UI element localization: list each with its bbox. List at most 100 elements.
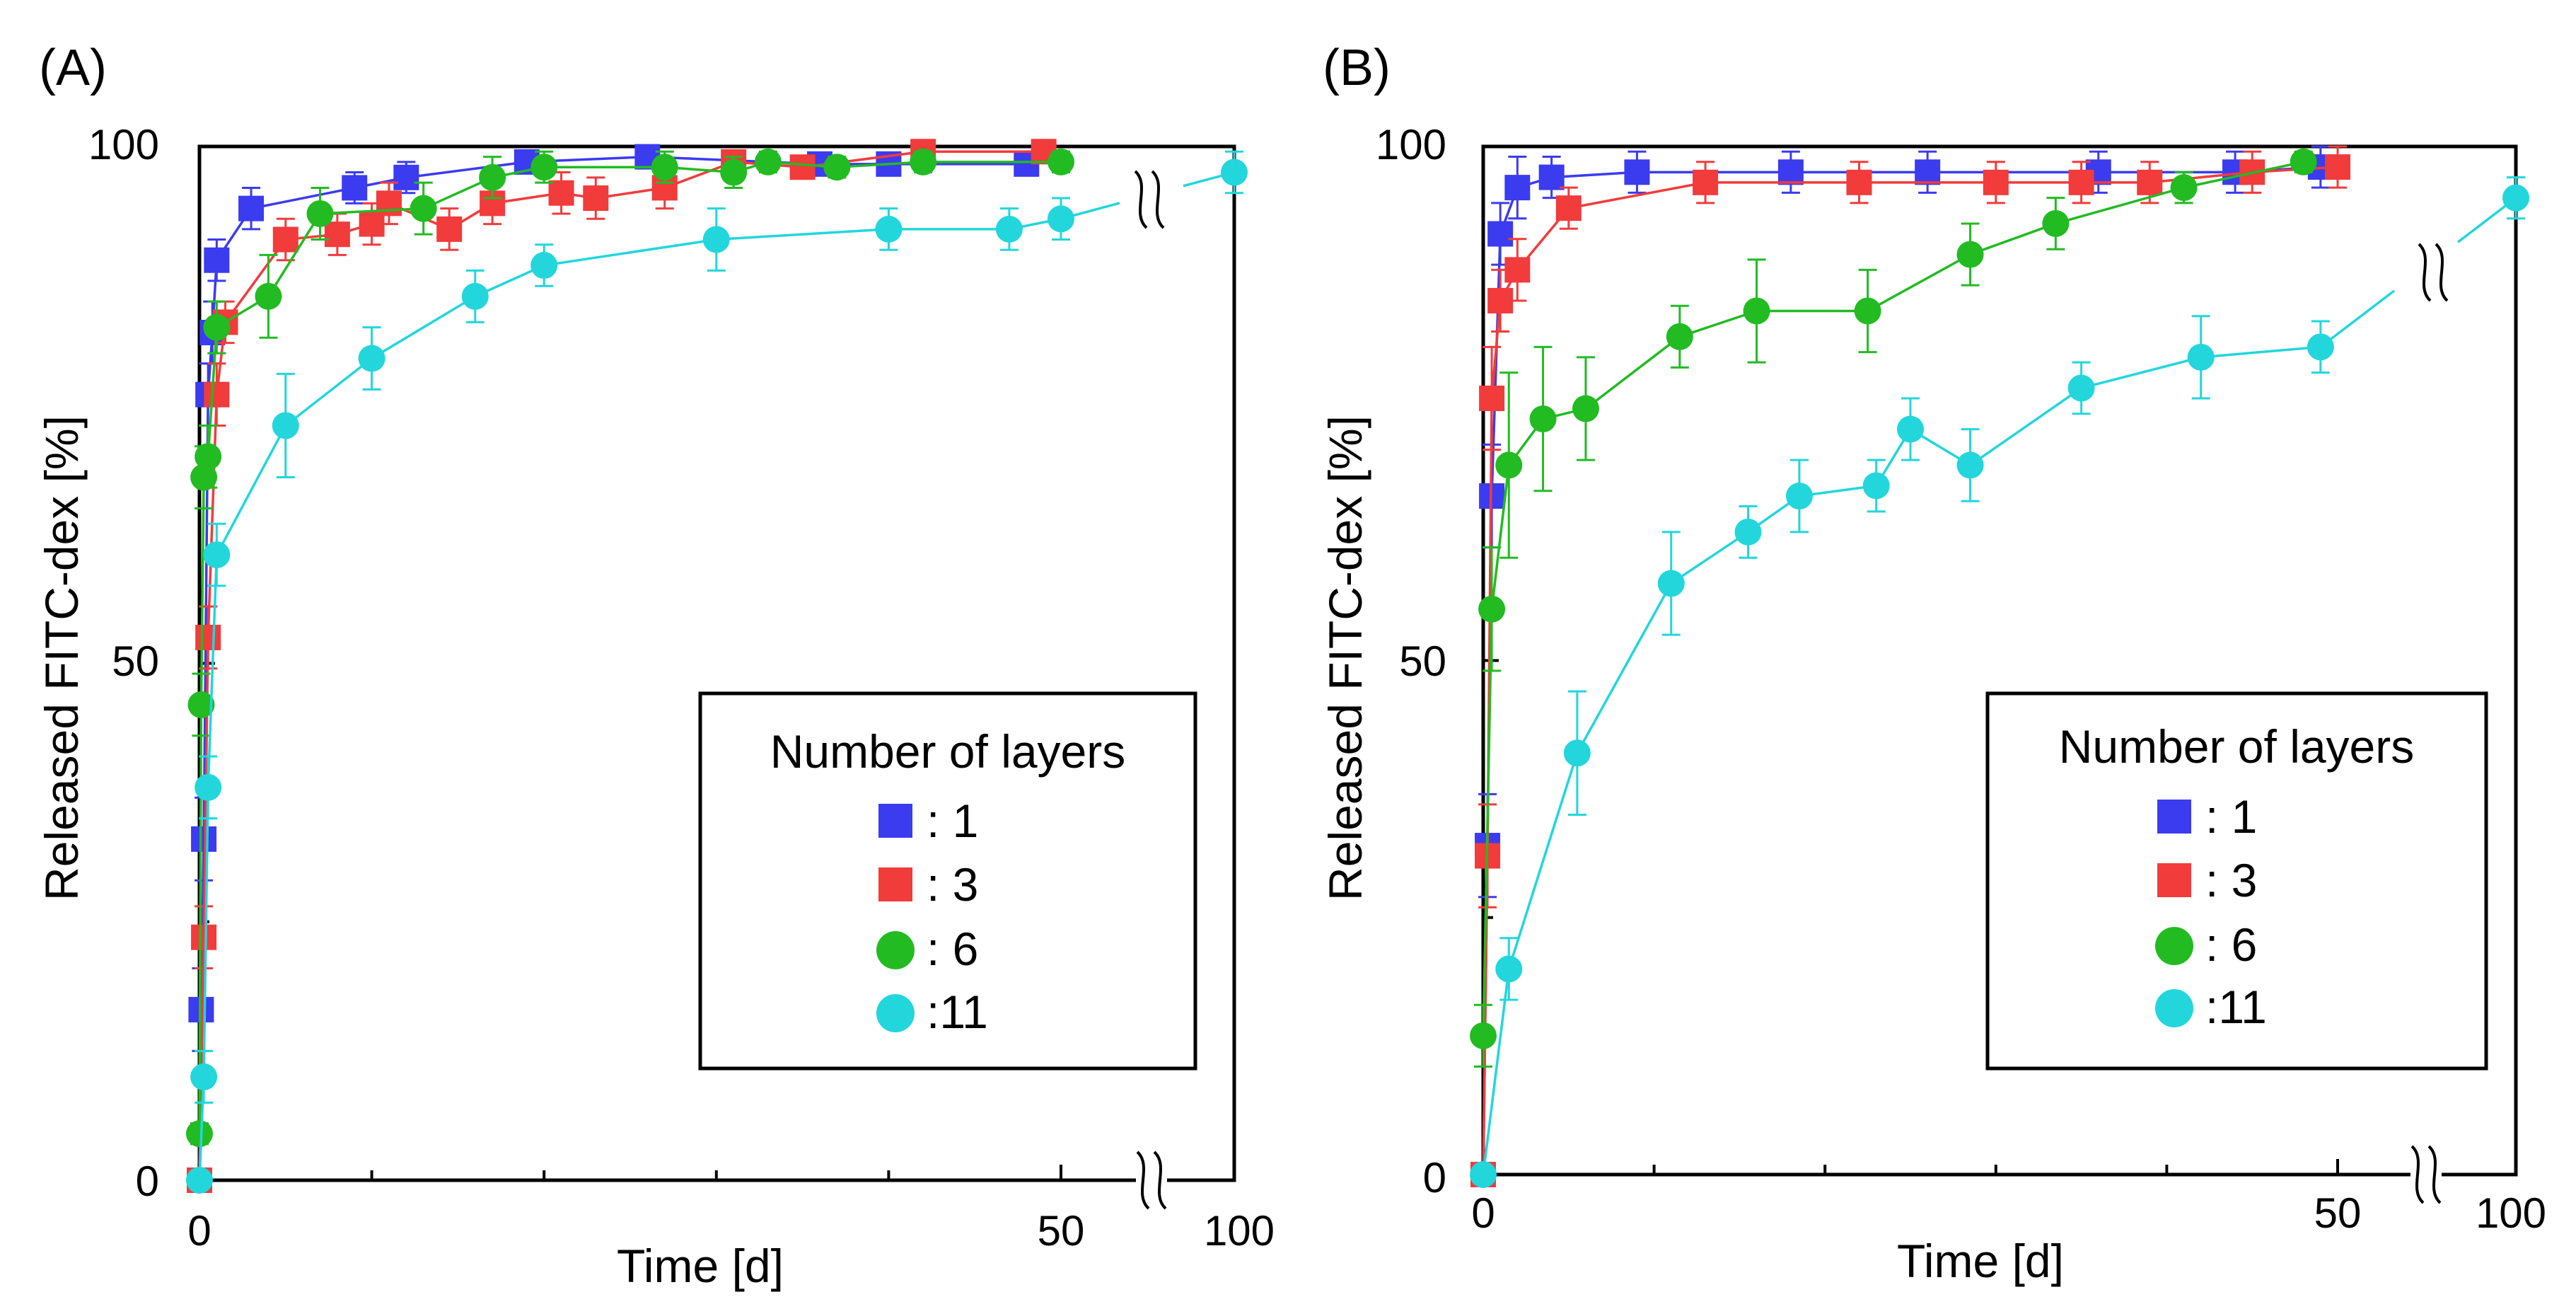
axis-break-stroke bbox=[2410, 1145, 2425, 1204]
legend-marker-11 bbox=[2155, 989, 2193, 1027]
y-tick-label-100: 100 bbox=[1376, 121, 1446, 168]
data-point bbox=[1048, 148, 1074, 175]
axis-break-gap bbox=[2410, 1146, 2442, 1203]
legend-label-1: : 1 bbox=[2205, 790, 2257, 843]
data-break bbox=[1134, 170, 1165, 229]
data-point bbox=[306, 200, 334, 227]
data-point bbox=[1956, 241, 1984, 268]
x-axis-break bbox=[1136, 1151, 1167, 1210]
data-point bbox=[1495, 451, 1523, 479]
data-point bbox=[1657, 570, 1685, 597]
x-tick-label-100: 100 bbox=[1204, 1207, 1275, 1255]
data-point bbox=[1470, 1022, 1497, 1049]
data-point bbox=[195, 443, 222, 471]
y-axis-title: Released FITC-dex [%] bbox=[1319, 415, 1371, 901]
data-point bbox=[1221, 158, 1248, 186]
legend-label-1: : 1 bbox=[927, 795, 978, 847]
data-point bbox=[2502, 184, 2529, 212]
series-11 bbox=[1470, 176, 2529, 1188]
data-point bbox=[651, 154, 678, 181]
data-point bbox=[1897, 415, 1924, 443]
data-point bbox=[2137, 169, 2163, 195]
data-point bbox=[875, 215, 903, 243]
legend-marker-6 bbox=[2155, 927, 2193, 965]
legend-marker-1 bbox=[878, 804, 912, 838]
legend-marker-3 bbox=[2157, 863, 2191, 897]
data-point bbox=[186, 1167, 213, 1194]
data-point bbox=[479, 163, 506, 191]
y-tick-label-0: 0 bbox=[136, 1158, 159, 1205]
data-point bbox=[1777, 159, 1804, 185]
data-point bbox=[324, 221, 350, 248]
axis-break-gap bbox=[1134, 171, 1165, 228]
legend-label-6: : 6 bbox=[927, 923, 978, 975]
data-point bbox=[1563, 739, 1591, 767]
legend-label-3: : 3 bbox=[927, 858, 978, 911]
data-point bbox=[583, 185, 609, 212]
data-point bbox=[190, 463, 218, 491]
data-point bbox=[191, 924, 217, 950]
data-point bbox=[530, 154, 558, 181]
axis-break-stroke bbox=[2435, 243, 2449, 302]
legend: Number of layers : 1 : 3 : 6 :11 bbox=[1985, 691, 2488, 1071]
legend-marker-1 bbox=[2157, 800, 2191, 834]
legend-label-11: :11 bbox=[927, 986, 988, 1038]
data-point bbox=[2067, 374, 2095, 402]
data-point bbox=[530, 252, 558, 279]
data-point bbox=[255, 282, 282, 310]
data-point bbox=[1956, 451, 1984, 479]
legend-marker-11 bbox=[876, 994, 915, 1032]
data-point bbox=[1529, 405, 1557, 433]
data-point bbox=[1478, 595, 1506, 623]
data-point bbox=[204, 381, 230, 408]
data-point bbox=[191, 826, 217, 852]
data-point bbox=[342, 175, 368, 201]
data-point bbox=[1555, 195, 1582, 221]
series-6 bbox=[186, 148, 1074, 1148]
data-point bbox=[1487, 287, 1514, 313]
data-point bbox=[2042, 209, 2070, 237]
data-point bbox=[720, 158, 748, 186]
data-point bbox=[1693, 169, 1719, 195]
data-point bbox=[1983, 169, 2009, 195]
legend-box bbox=[1985, 691, 2488, 1071]
data-point bbox=[2187, 343, 2215, 371]
data-point bbox=[393, 164, 419, 190]
data-point bbox=[436, 216, 463, 242]
x-axis-title: Time [d] bbox=[1897, 1235, 2064, 1287]
data-point bbox=[2290, 148, 2317, 175]
data-point bbox=[754, 148, 782, 175]
legend-label-11: :11 bbox=[2205, 981, 2267, 1033]
x-tick-label-100: 100 bbox=[2476, 1189, 2546, 1237]
data-point bbox=[461, 282, 489, 310]
x-axis-title: Time [d] bbox=[617, 1240, 784, 1292]
data-point bbox=[2170, 174, 2198, 202]
data-point bbox=[1504, 257, 1531, 283]
data-point bbox=[1624, 159, 1650, 185]
legend-label-3: : 3 bbox=[2205, 854, 2257, 906]
data-point bbox=[1785, 483, 1813, 510]
axis-break-stroke bbox=[2418, 243, 2432, 302]
data-point bbox=[1846, 169, 1872, 195]
data-point bbox=[1487, 221, 1514, 247]
x-tick-label-50: 50 bbox=[1038, 1207, 1085, 1255]
data-point bbox=[204, 247, 230, 273]
data-point bbox=[376, 190, 402, 217]
x-axis-break bbox=[2410, 1145, 2442, 1204]
series-line bbox=[1482, 161, 2304, 1036]
data-point bbox=[789, 154, 816, 180]
data-point bbox=[195, 624, 221, 650]
x-tick-label-50: 50 bbox=[2314, 1189, 2362, 1237]
x-tick-label-0: 0 bbox=[187, 1207, 211, 1255]
axis-break-gap bbox=[1136, 1152, 1167, 1209]
data-point bbox=[410, 195, 437, 222]
legend-marker-3 bbox=[878, 867, 912, 901]
data-point bbox=[548, 180, 574, 206]
data-point bbox=[238, 195, 265, 221]
panel-label: (A) bbox=[39, 40, 107, 96]
panel-a: (A) Time [d] Released FITC-dex [%] 100 5… bbox=[35, 40, 1275, 1292]
data-point bbox=[1495, 955, 1523, 983]
data-point bbox=[1854, 297, 1881, 325]
axis-break-stroke bbox=[1136, 1151, 1150, 1210]
